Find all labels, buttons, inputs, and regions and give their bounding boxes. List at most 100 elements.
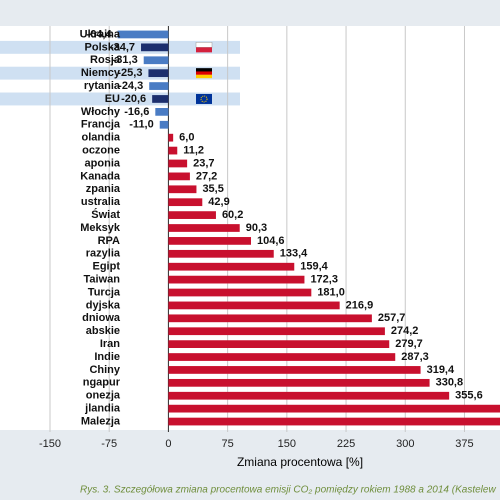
category-label: dniowa [82, 312, 121, 324]
bar [159, 120, 169, 129]
value-label: -20,6 [121, 93, 146, 105]
bar [168, 404, 500, 413]
value-label: 257,7 [378, 312, 406, 324]
bar [168, 133, 174, 142]
row-highlight [0, 66, 240, 80]
value-label: 27,2 [196, 170, 217, 182]
value-label: 90,3 [246, 222, 267, 234]
value-label: 6,0 [179, 132, 194, 144]
value-label: 216,9 [346, 299, 374, 311]
bar [117, 30, 169, 39]
value-label: 319,4 [427, 364, 455, 376]
bar [168, 146, 178, 155]
category-label: Meksyk [80, 222, 121, 234]
category-label: Egipt [93, 261, 121, 273]
value-label: 279,7 [395, 338, 423, 350]
bar [168, 185, 197, 194]
bar [168, 391, 450, 400]
bar [168, 237, 251, 245]
bar [149, 82, 169, 90]
bar [168, 159, 188, 168]
category-label: ngapur [83, 377, 121, 389]
category-label: razylia [86, 248, 121, 260]
flag [196, 71, 212, 75]
value-label: 355,6 [455, 390, 483, 402]
category-label: Indie [94, 351, 120, 363]
category-label: jlandia [84, 403, 121, 415]
value-label: 23,7 [193, 157, 214, 169]
bar [168, 366, 421, 374]
x-tick-label: 300 [396, 438, 414, 450]
category-label: Turcja [88, 286, 121, 298]
x-axis-label: Zmiana procentowa [%] [237, 455, 363, 469]
bar [168, 288, 312, 297]
category-label: Iran [100, 338, 120, 350]
x-tick-label: -75 [101, 438, 117, 450]
bar [168, 353, 396, 361]
category-label: rytania [84, 80, 121, 92]
bar [152, 95, 169, 103]
value-label: -31,3 [113, 54, 138, 66]
x-tick-label: -150 [39, 438, 61, 450]
category-label: Kanada [80, 170, 121, 182]
flag [196, 47, 212, 53]
bar [168, 417, 500, 426]
bar [168, 172, 190, 181]
bar [141, 43, 169, 52]
x-tick-label: 375 [455, 438, 473, 450]
category-label: abskie [86, 325, 120, 337]
bar [168, 378, 430, 387]
value-label: -16,6 [124, 106, 149, 118]
value-label: 104,6 [257, 235, 285, 247]
bar [155, 108, 169, 116]
category-label: Polska [85, 41, 121, 53]
value-label: 274,2 [391, 325, 419, 337]
value-label: -34,7 [110, 41, 135, 53]
value-label: 330,8 [436, 377, 464, 389]
category-label: ustralia [81, 196, 121, 208]
value-label: 35,5 [202, 183, 223, 195]
value-label: -64,4 [87, 28, 113, 40]
bar [148, 69, 169, 78]
bar [168, 249, 274, 258]
caption: Rys. 3. Szczegółowa zmiana procentowa em… [80, 485, 496, 496]
category-label: RPA [98, 235, 120, 247]
category-label: Francja [81, 119, 121, 131]
bar [168, 340, 390, 348]
bar [168, 327, 385, 336]
category-label: oczone [82, 144, 120, 156]
x-tick-label: 225 [337, 438, 355, 450]
value-label: 172,3 [310, 274, 338, 286]
value-label: 133,4 [280, 248, 308, 260]
bar [168, 275, 305, 284]
flag [196, 74, 212, 79]
category-label: dyjska [86, 299, 121, 311]
category-label: zpania [86, 183, 121, 195]
category-label: Świat [91, 208, 120, 221]
flag [195, 42, 213, 48]
value-label: 287,3 [401, 351, 429, 363]
category-label: Niemcy [81, 67, 121, 79]
bars [117, 30, 500, 426]
bar [168, 211, 216, 219]
value-label: -25,3 [117, 67, 142, 79]
bar [168, 224, 240, 232]
category-label: olandia [81, 132, 120, 144]
flag [196, 68, 212, 72]
flag [200, 95, 208, 103]
value-label: -11,0 [129, 119, 153, 131]
bar [143, 56, 169, 65]
value-label: -24,3 [118, 80, 143, 92]
category-label: Ukraina [80, 28, 121, 40]
value-label: 181,0 [317, 286, 345, 298]
category-label: Rosja [90, 54, 121, 66]
value-label: 159,4 [300, 261, 328, 273]
row-highlight [0, 92, 240, 106]
bar [168, 262, 295, 271]
value-label: 11,2 [183, 144, 204, 156]
x-tick-label: 150 [278, 438, 296, 450]
value-label: 60,2 [222, 209, 243, 221]
bar [168, 314, 372, 323]
flag [196, 93, 212, 104]
